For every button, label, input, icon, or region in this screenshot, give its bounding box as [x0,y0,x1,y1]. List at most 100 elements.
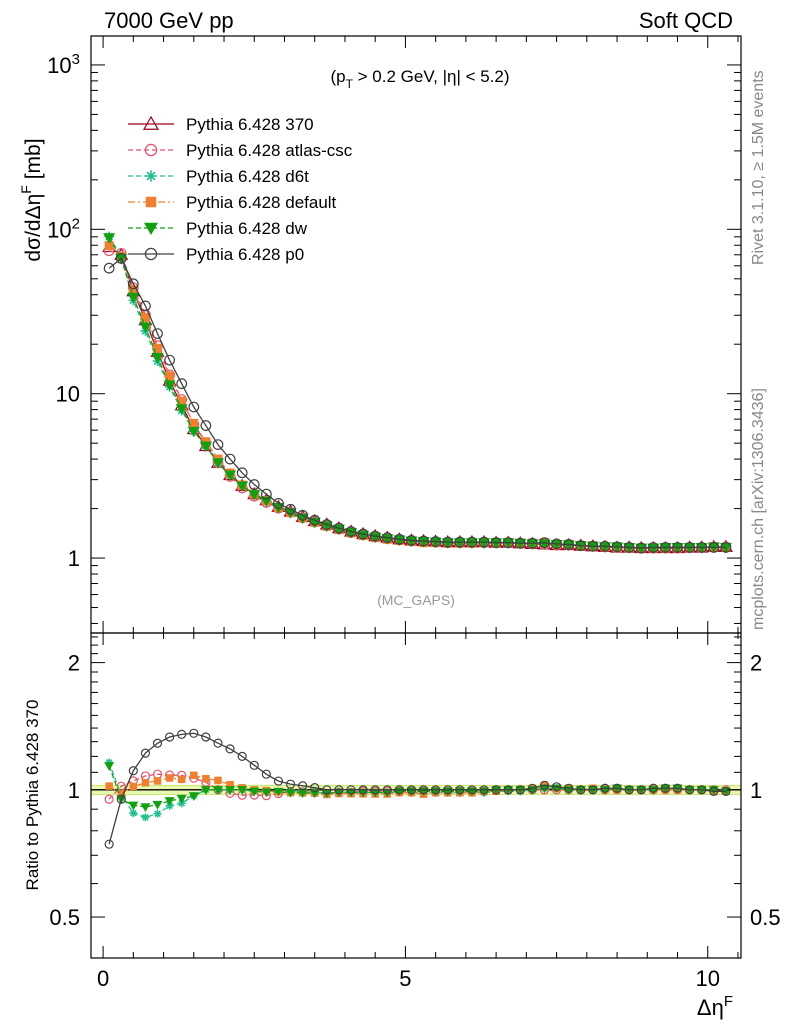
y-tick-label: 103 [47,51,80,78]
data-point-pythia-6-428-p0 [127,278,139,290]
data-point-pythia-6-428-default [165,371,175,381]
ratio-point-pythia-6-428-p0 [310,783,320,793]
ratio-point-pythia-6-428-p0 [685,785,695,795]
data-point-pythia-6-428-p0 [212,439,224,451]
ratio-series-pythia-6-428-p0 [104,728,731,849]
data-point-pythia-6-428-dw [127,292,140,304]
data-point-pythia-6-428-dw [478,538,491,549]
data-point-pythia-6-428-dw [441,538,454,549]
data-point-pythia-6-428-p0 [200,420,212,431]
series-line-pythia-6-428-370 [108,246,726,549]
legend-marker [142,115,160,130]
ratio-point-pythia-6-428-p0 [177,729,187,739]
ratio-tick-label-left: 0.5 [49,905,80,930]
data-point-pythia-6-428-dw [586,541,599,553]
data-point-pythia-6-428-p0 [490,537,502,549]
series-pythia-6-428-dw [103,233,732,555]
data-point-pythia-6-428-p0 [345,526,357,537]
legend-label: Pythia 6.428 dw [186,219,308,238]
ratio-point-pythia-6-428-p0 [539,780,550,790]
data-point-pythia-6-428-p0 [502,537,514,549]
legend-entry-pythia-6-428-atlas-csc: Pythia 6.428 atlas-csc [128,141,353,160]
ratio-point-pythia-6-428-default [165,774,174,782]
data-point-pythia-6-428-p0 [526,537,538,549]
ratio-point-pythia-6-428-p0 [636,785,646,795]
ratio-point-pythia-6-428-default [177,775,186,784]
data-point-pythia-6-428-dw [623,542,636,554]
x-tick-label: 10 [696,966,720,991]
data-point-pythia-6-428-p0 [381,532,393,544]
data-point-pythia-6-428-p0 [647,542,659,553]
legend-marker [145,196,157,208]
ratio-point-pythia-6-428-p0 [527,783,537,793]
series-line-pythia-6-428-dw [108,237,726,549]
data-point-pythia-6-428-dw [429,537,442,549]
data-point-pythia-6-428-p0 [152,328,163,340]
ratio-point-pythia-6-428-p0 [225,744,235,754]
ratio-point-pythia-6-428-p0 [406,785,417,795]
data-point-pythia-6-428-default [189,418,199,428]
ratio-point-pythia-6-428-dw [225,786,236,795]
data-point-pythia-6-428-p0 [260,488,272,500]
ratio-point-pythia-6-428-dw [346,788,356,798]
series-pythia-6-428-d6t [104,231,731,553]
data-point-pythia-6-428-dw [103,233,116,244]
legend-label: Pythia 6.428 d6t [186,167,309,186]
ratio-point-pythia-6-428-p0 [491,785,501,795]
data-point-pythia-6-428-p0 [599,540,611,552]
data-point-pythia-6-428-dw [647,543,660,555]
ratio-point-pythia-6-428-p0 [273,776,284,786]
ratio-point-pythia-6-428-p0 [346,785,356,795]
ratio-point-pythia-6-428-p0 [213,738,223,748]
data-point-pythia-6-428-p0 [321,519,333,530]
data-point-pythia-6-428-dw [260,496,273,508]
ratio-line-pythia-6-428-default [108,774,726,796]
y-axis-label: dσ/dΔηF [mb] [18,138,45,261]
ratio-point-pythia-6-428-p0 [382,785,392,795]
data-point-pythia-6-428-dw [199,441,212,453]
ratio-point-pythia-6-428-p0 [455,785,465,795]
ratio-point-pythia-6-428-p0 [322,785,332,795]
ratio-point-pythia-6-428-p0 [140,748,151,758]
data-point-pythia-6-428-p0 [684,542,696,553]
ratio-point-pythia-6-428-p0 [104,839,114,849]
data-point-pythia-6-428-dw [393,535,406,546]
data-point-pythia-6-428-dw [611,542,624,553]
ratio-line-pythia-6-428-p0 [108,732,726,845]
data-point-pythia-6-428-dw [405,536,418,547]
data-point-pythia-6-428-dw [598,542,611,553]
data-point-pythia-6-428-p0 [514,537,526,549]
data-point-pythia-6-428-p0 [236,467,248,479]
data-point-pythia-6-428-dw [695,542,708,554]
data-point-pythia-6-428-dw [526,539,539,550]
data-point-pythia-6-428-dw [562,540,575,552]
ratio-point-pythia-6-428-default [129,782,138,791]
data-point-pythia-6-428-p0 [357,528,369,540]
chart-series-layer [102,231,733,849]
data-point-pythia-6-428-p0 [333,522,345,534]
data-point-pythia-6-428-p0 [478,536,490,548]
series-pythia-6-428-p0 [103,253,732,554]
ratio-point-pythia-6-428-p0 [201,732,211,742]
data-point-pythia-6-428-p0 [248,479,260,490]
data-point-pythia-6-428-default [104,241,114,251]
ratio-point-pythia-6-428-p0 [128,766,138,776]
data-point-pythia-6-428-p0 [660,542,671,553]
data-point-pythia-6-428-p0 [309,514,321,526]
ratio-point-pythia-6-428-p0 [564,783,574,793]
data-point-pythia-6-428-p0 [406,535,417,546]
data-point-pythia-6-428-dw [151,353,164,364]
data-point-pythia-6-428-p0 [611,541,623,553]
ratio-point-pythia-6-428-dw [297,789,308,798]
data-point-pythia-6-428-p0 [273,498,284,509]
ratio-point-pythia-6-428-default [105,782,113,790]
data-point-pythia-6-428-p0 [466,536,478,548]
data-point-pythia-6-428-dw [224,470,237,482]
ratio-point-pythia-6-428-dw [212,786,223,795]
y-tick-label: 10 [56,382,80,407]
legend-marker [145,170,157,182]
ratio-point-pythia-6-428-dw [188,792,199,801]
data-point-pythia-6-428-p0 [442,536,454,548]
ratio-point-pythia-6-428-default [153,777,162,785]
data-point-pythia-6-428-p0 [188,401,200,413]
